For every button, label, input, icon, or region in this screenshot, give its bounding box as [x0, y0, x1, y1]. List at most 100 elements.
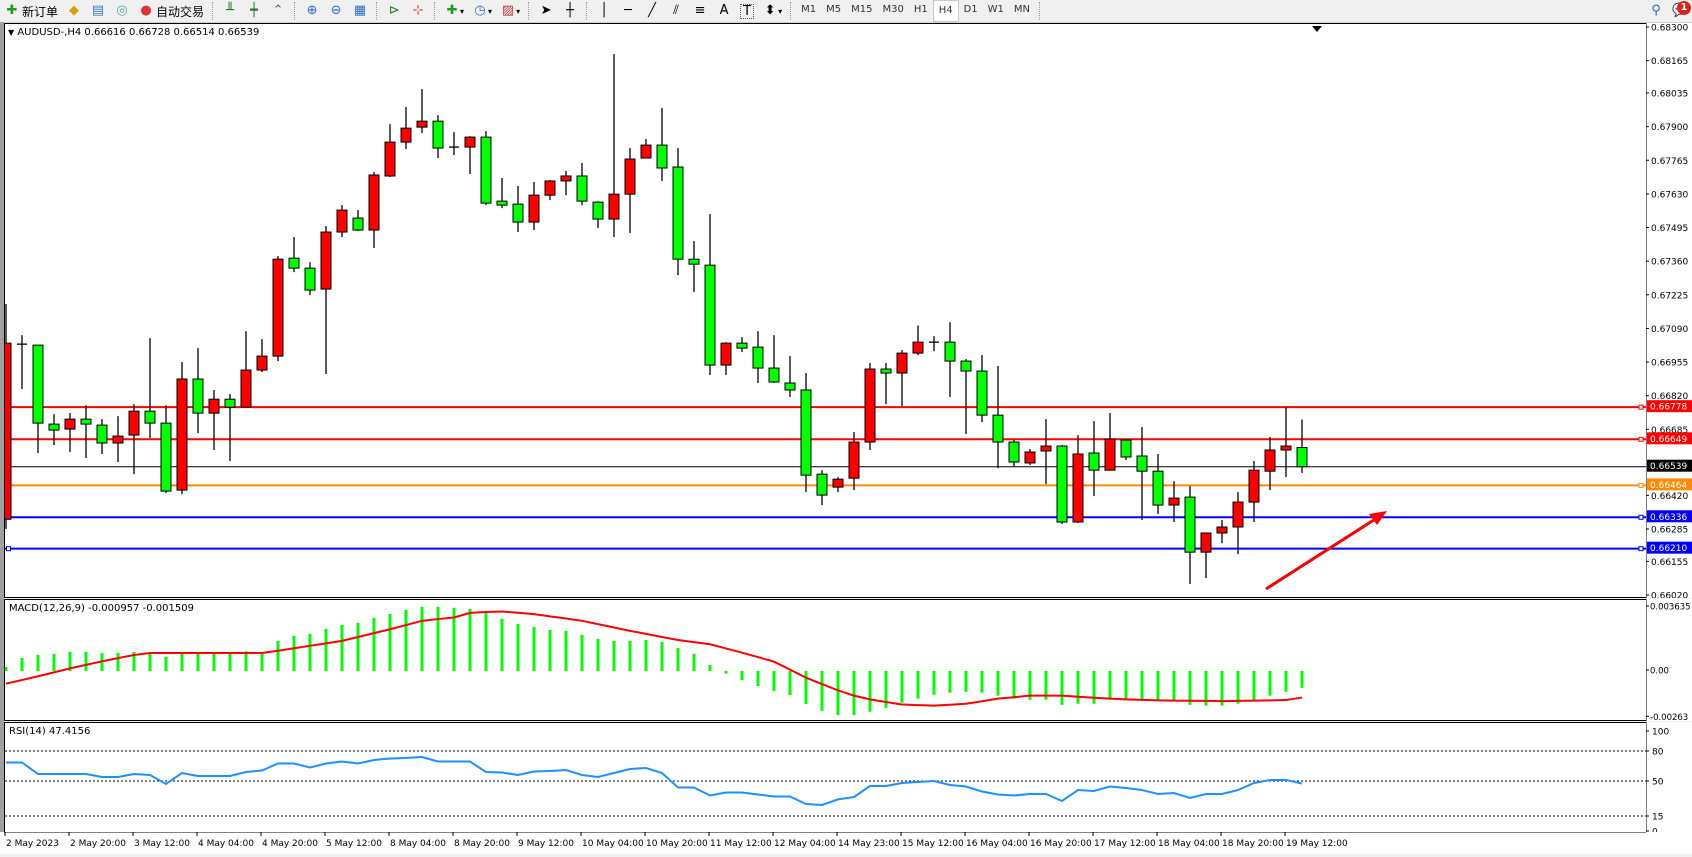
timeframe-m1[interactable]: M1 — [801, 4, 817, 15]
tile-windows-button[interactable]: ▦ — [349, 1, 371, 21]
timeframe-m15[interactable]: M15 — [851, 4, 873, 15]
candle — [1280, 407, 1292, 478]
timeframe-m30[interactable]: M30 — [882, 4, 904, 15]
macd-panel[interactable]: MACD(12,26,9) -0.000957 -0.001509 — [4, 599, 1647, 721]
collapse-triangle-icon[interactable]: ▼ — [8, 28, 15, 37]
macd-histogram-bar — [660, 641, 664, 671]
autoscroll-button[interactable]: ⊹ — [407, 1, 429, 21]
macd-histogram-bar — [1156, 671, 1160, 701]
fibonacci-button[interactable]: ≡ — [689, 1, 711, 21]
indicators-button[interactable]: ✚ ▾ — [441, 1, 467, 21]
horizontal-line-icon: ─ — [624, 3, 632, 18]
macd-histogram-bar — [36, 654, 40, 671]
zoom-out-button[interactable]: ⊖ — [325, 1, 347, 21]
crosshair-button[interactable]: ┼ — [559, 1, 581, 21]
arrows-button[interactable]: ⬍ ▾ — [759, 1, 785, 21]
price-tag-label: 0.66649 — [1650, 435, 1687, 445]
auto-trade-icon: ● — [140, 3, 152, 18]
candle — [704, 214, 716, 376]
candle-body — [320, 231, 332, 290]
macd-histogram-bar — [740, 671, 744, 681]
macd-histogram-bar — [996, 671, 1000, 696]
horizontal-line-button[interactable]: ─ — [617, 1, 639, 21]
line-anchor-handle — [1638, 546, 1644, 552]
text-button[interactable]: A — [713, 1, 735, 21]
timeframe-h4[interactable]: H4 — [932, 0, 959, 22]
candle — [720, 342, 732, 376]
zoom-in-icon: ⊕ — [306, 3, 318, 18]
line-chart-button[interactable]: ⌃ — [267, 1, 289, 21]
candle — [288, 237, 300, 273]
separator — [586, 2, 588, 20]
price-chart-panel[interactable]: ▼ AUDUSD-,H4 0.66616 0.66728 0.66514 0.6… — [4, 23, 1647, 598]
candle-body — [208, 398, 220, 414]
macd-histogram-bar — [532, 626, 536, 671]
auto-trade-button[interactable]: ● 自动交易 — [135, 1, 207, 21]
candle-body — [512, 203, 524, 223]
candle-body — [464, 136, 476, 148]
price-tick-label: 0.66820 — [1651, 392, 1688, 402]
candle — [1136, 427, 1148, 521]
timeframe-m5[interactable]: M5 — [826, 4, 842, 15]
candle-body — [1024, 451, 1036, 464]
price-chart[interactable] — [5, 24, 1646, 597]
market-watch-button[interactable]: ▤ — [87, 1, 109, 21]
time-tick-label: 10 May 20:00 — [646, 839, 708, 849]
templates-button[interactable]: ▨ ▾ — [501, 3, 521, 18]
equidistant-channel-icon: ⫽ — [673, 3, 679, 18]
cursor-button[interactable]: ➤ — [535, 1, 557, 21]
macd-histogram-bar — [1060, 671, 1064, 705]
candle — [576, 163, 588, 206]
timeframe-h1[interactable]: H1 — [913, 4, 928, 15]
notification-button[interactable]: 💬 1 — [1669, 1, 1691, 21]
rsi-panel[interactable]: RSI(14) 47.4156 — [4, 722, 1647, 833]
gold-button[interactable]: ◆ — [63, 1, 85, 21]
candle-body — [816, 473, 828, 496]
candle — [1120, 439, 1132, 460]
price-tag — [1647, 432, 1692, 445]
macd-tick-label: -0.00263 — [1650, 713, 1688, 721]
time-tick-label: 18 May 04:00 — [1158, 839, 1220, 849]
candle — [144, 338, 156, 439]
candle — [592, 201, 604, 229]
trendline-button[interactable]: ╱ — [641, 1, 663, 21]
vertical-line-button[interactable]: │ — [593, 1, 615, 21]
price-axis[interactable]: 0.68300 0.68165 0.68035 0.67900 0.67765 0.676… — [1645, 23, 1692, 602]
text-label-button[interactable]: T — [737, 1, 757, 21]
price-tick-label: 0.66020 — [1651, 592, 1688, 599]
time-tick-label: 19 May 12:00 — [1286, 839, 1348, 849]
new-order-button[interactable]: ✚ 新订单 — [1, 1, 61, 21]
candle-body — [768, 367, 780, 383]
price-tick-label: 0.68165 — [1651, 57, 1688, 67]
candle-body — [368, 174, 380, 231]
zoom-in-button[interactable]: ⊕ — [301, 1, 323, 21]
candle — [128, 404, 140, 475]
arrow-annotation-head-icon — [1369, 511, 1387, 525]
candle-body — [1232, 501, 1244, 528]
candle-body — [384, 141, 396, 177]
macd-histogram-bar — [148, 651, 152, 671]
equidistant-channel-button[interactable]: ⫽ — [665, 1, 687, 21]
candle — [416, 89, 428, 134]
time-axis: 2 May 2023 2 May 20:00 3 May 12:00 4 May 04… — [0, 831, 1692, 854]
macd-histogram-bar — [1092, 671, 1096, 704]
macd-histogram-bar — [292, 635, 296, 671]
candle — [752, 331, 764, 383]
cursor-icon: ➤ — [540, 3, 552, 18]
signals-button[interactable]: ◎ — [111, 1, 133, 21]
candle — [640, 139, 652, 159]
macd-chart — [5, 606, 1304, 716]
candlestick-button[interactable]: ┿ — [243, 1, 265, 21]
timeframe-w1[interactable]: W1 — [987, 4, 1004, 15]
search-button[interactable]: ⚲ — [1645, 1, 1667, 21]
timeframe-d1[interactable]: D1 — [963, 4, 978, 15]
chart-shift-button[interactable]: ⊳ — [383, 1, 405, 21]
macd-signal-line — [5, 610, 1303, 707]
line-anchor-handle — [1638, 436, 1644, 442]
periods-button[interactable]: ◷ ▾ — [469, 1, 495, 21]
timeframe-mn[interactable]: MN — [1013, 4, 1031, 15]
macd-histogram-bar — [436, 606, 440, 671]
bar-chart-button[interactable]: ╨ — [219, 1, 241, 21]
candle — [480, 131, 492, 206]
symbol-ohlc: AUDUSD-,H4 0.66616 0.66728 0.66514 0.665… — [17, 27, 260, 38]
